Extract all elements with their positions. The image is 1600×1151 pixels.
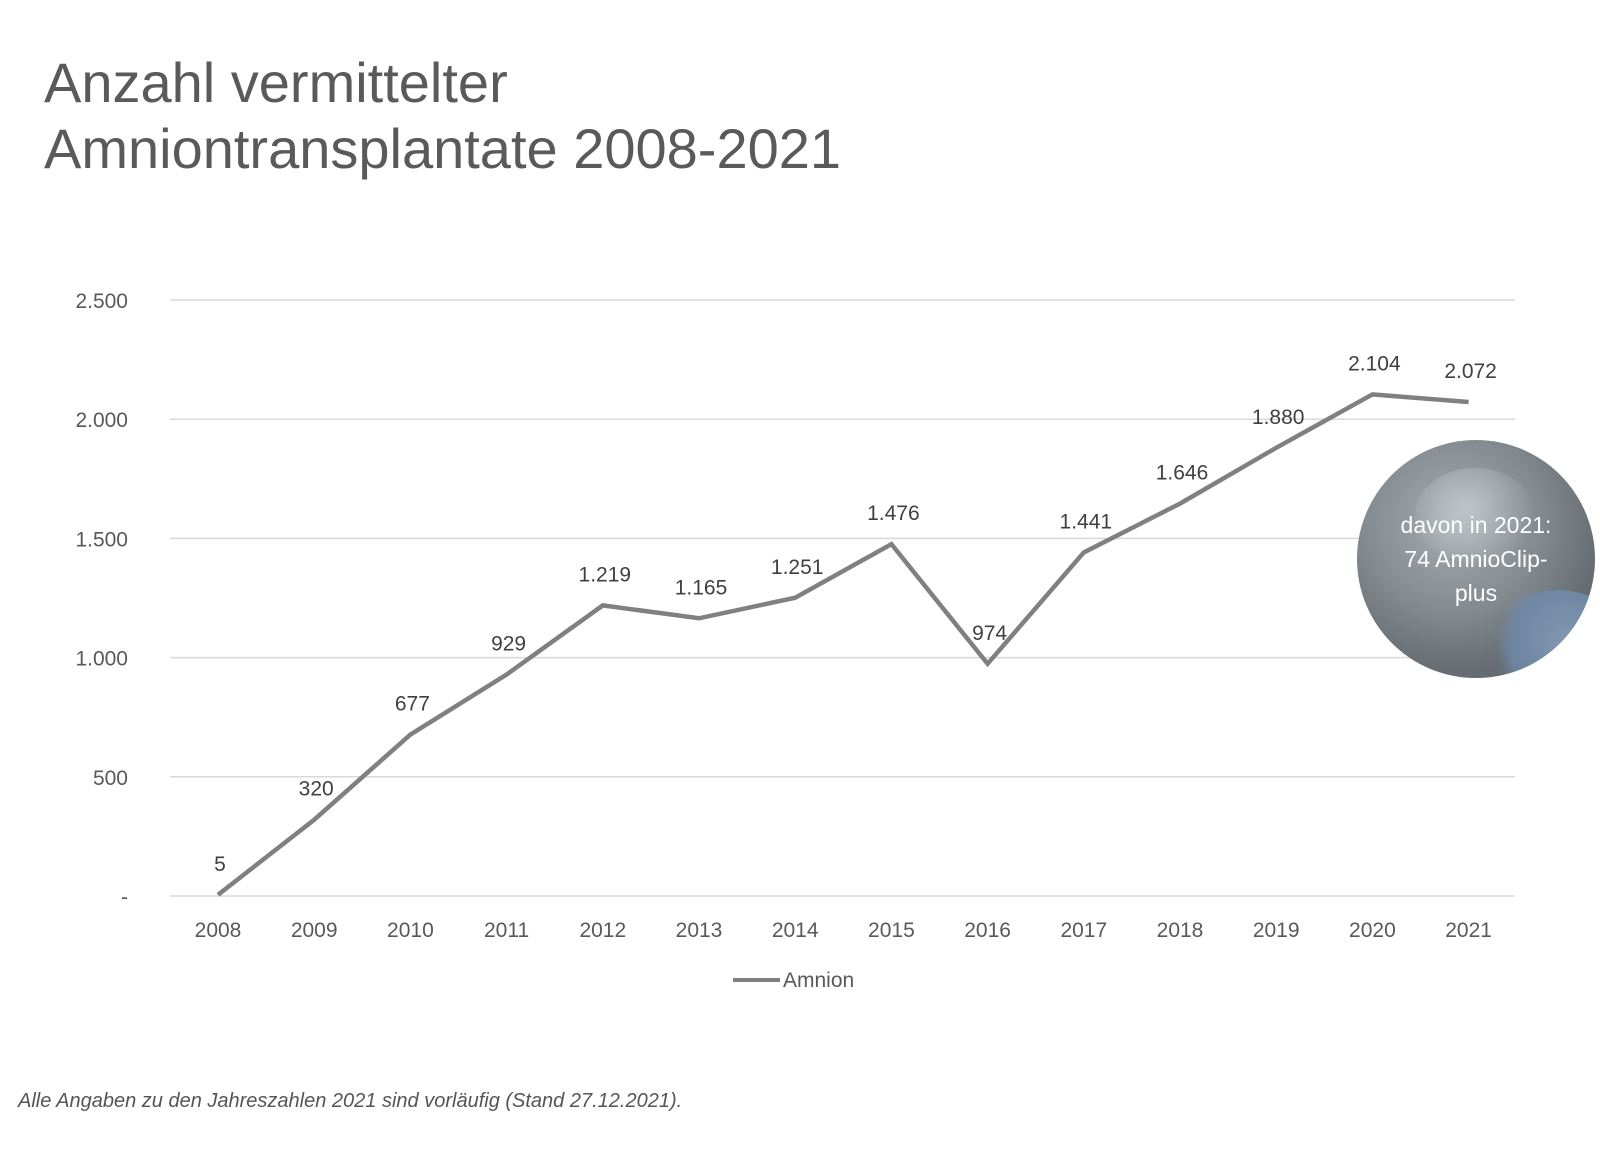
data-label: 1.441 — [1060, 510, 1113, 533]
x-tick-label: 2011 — [484, 919, 529, 942]
x-tick-label: 2020 — [1349, 919, 1396, 942]
series-line-amnion — [216, 392, 1469, 897]
data-labels: 5 320 677 929 1.219 1.165 1.251 1.476 974 1.441 1.… — [214, 352, 1497, 875]
chart-title: Anzahl vermittelter Amniontransplantate … — [44, 50, 841, 182]
y-tick-label: - — [121, 886, 128, 909]
x-axis-tick-labels: 2008 2009 2010 2011 2012 2013 2014 2015 2016 2017… — [195, 919, 1492, 942]
chart-title-line-2: Amniontransplantate 2008-2021 — [44, 117, 842, 180]
data-label: 5 — [214, 853, 226, 876]
x-tick-label: 2010 — [387, 919, 434, 942]
data-label: 1.165 — [675, 576, 728, 599]
callout-line-3: plus — [1454, 580, 1498, 606]
callout-line-2: 74 AmnioClip- — [1404, 546, 1548, 572]
data-label: 1.476 — [867, 502, 920, 525]
x-tick-label: 2015 — [868, 919, 915, 942]
y-tick-label: 1.000 — [75, 648, 128, 671]
data-label: 1.880 — [1252, 406, 1305, 429]
amnioclip-callout-badge: davon in 2021: 74 AmnioClip- plus — [1357, 440, 1595, 678]
x-tick-label: 2009 — [291, 919, 338, 942]
x-tick-label: 2017 — [1060, 919, 1107, 942]
x-tick-label: 2013 — [676, 919, 723, 942]
x-tick-label: 2016 — [964, 919, 1011, 942]
data-label: 929 — [491, 633, 526, 656]
series-amnion — [216, 392, 1469, 897]
x-tick-label: 2008 — [195, 919, 242, 942]
amniotic-membrane-lens-image — [1415, 468, 1535, 563]
x-tick-label: 2012 — [579, 919, 626, 942]
x-tick-label: 2014 — [772, 919, 819, 942]
data-label: 2.104 — [1348, 352, 1401, 375]
data-label: 1.219 — [579, 563, 632, 586]
data-label: 974 — [972, 622, 1007, 645]
data-label: 2.072 — [1444, 360, 1497, 383]
y-tick-label: 2.500 — [75, 290, 128, 313]
y-tick-label: 500 — [93, 767, 128, 790]
y-tick-label: 1.500 — [75, 528, 128, 551]
x-tick-label: 2021 — [1445, 919, 1492, 942]
data-label: 1.646 — [1156, 462, 1209, 485]
legend: Amnion — [733, 969, 854, 992]
callout-line-1: davon in 2021: — [1400, 512, 1552, 538]
x-tick-label: 2019 — [1253, 919, 1300, 942]
y-axis-tick-labels: - 500 1.000 1.500 2.000 2.500 — [75, 290, 128, 909]
footnote: Alle Angaben zu den Jahreszahlen 2021 si… — [18, 1090, 683, 1112]
data-label: 677 — [395, 693, 430, 716]
data-label: 1.251 — [771, 556, 824, 579]
chart-title-line-1: Anzahl vermittelter — [44, 51, 508, 114]
callout-text: davon in 2021: 74 AmnioClip- plus — [1391, 508, 1562, 610]
legend-label-amnion: Amnion — [783, 969, 854, 992]
data-label: 320 — [299, 778, 334, 801]
y-tick-label: 2.000 — [75, 409, 128, 432]
x-tick-label: 2018 — [1157, 919, 1204, 942]
grid-lines — [170, 299, 1515, 897]
